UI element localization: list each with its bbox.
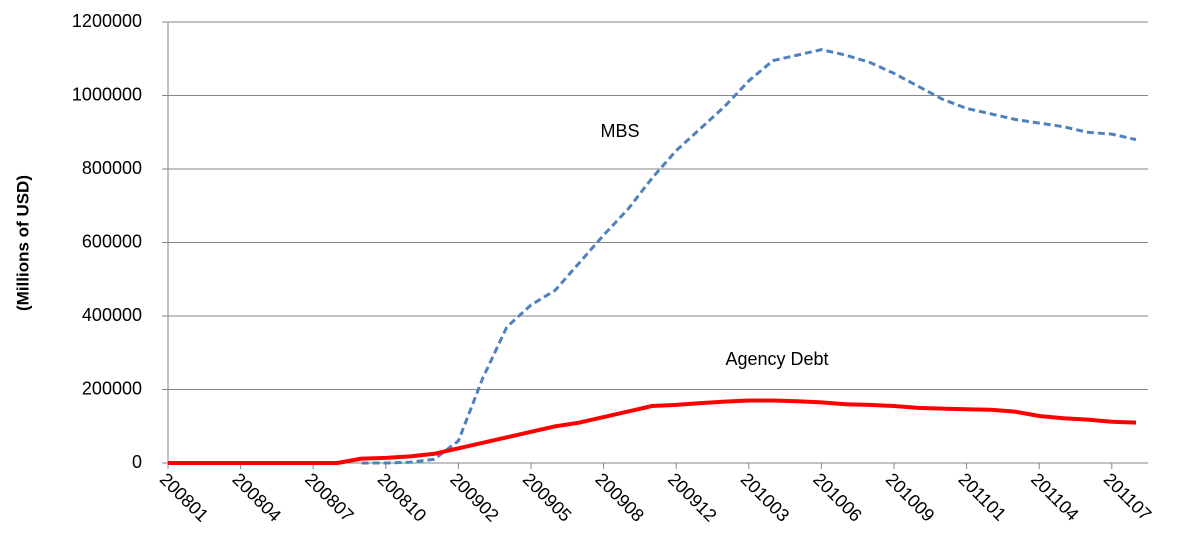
x-tick-label: 201003 (737, 469, 794, 526)
x-tick-label: 200801 (156, 469, 213, 526)
x-tick-label: 201101 (954, 469, 1010, 525)
x-tick-label: 200902 (446, 469, 503, 526)
y-tick-label: 1200000 (72, 11, 142, 31)
y-tick-label: 600000 (82, 231, 142, 251)
x-tick-label: 201006 (809, 469, 866, 526)
x-tick-label: 201009 (882, 469, 939, 526)
series-line (168, 398, 1137, 465)
y-tick-label: 0 (132, 452, 142, 472)
y-axis-label: (Millions of USD) (13, 175, 32, 311)
y-tick-label: 800000 (82, 158, 142, 178)
x-tick-label: 200908 (591, 469, 648, 526)
x-tick-label: 200912 (664, 469, 721, 526)
x-tick-label: 200807 (301, 469, 358, 526)
y-tick-label: 400000 (82, 305, 142, 325)
x-tick-label: 201107 (1100, 469, 1156, 525)
x-tick-label: 200810 (374, 469, 431, 526)
y-tick-label: 200000 (82, 378, 142, 398)
y-tick-label: 1000000 (72, 84, 142, 104)
x-tick-label: 200905 (519, 469, 576, 526)
series-line (361, 48, 1137, 465)
series-annotation: Agency Debt (725, 349, 828, 369)
series-annotation: MBS (600, 121, 639, 141)
x-tick-label: 200804 (228, 469, 285, 526)
x-tick-label: 201104 (1027, 469, 1083, 525)
